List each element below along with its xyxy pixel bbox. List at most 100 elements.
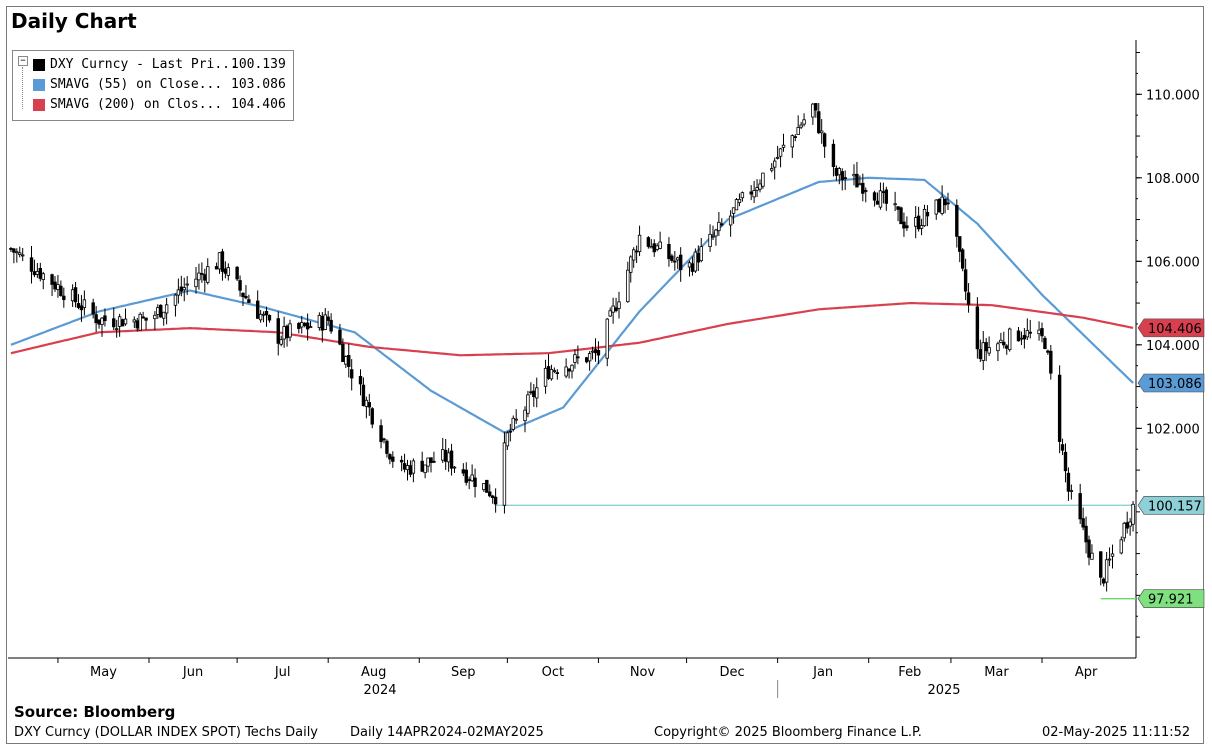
candle-body xyxy=(1037,329,1041,335)
candle-body xyxy=(473,477,477,487)
legend-label-sma200: SMAVG (200) on Clos... xyxy=(50,97,223,112)
candle-body xyxy=(94,314,98,324)
candle-body xyxy=(761,172,765,187)
candle-body xyxy=(144,317,148,321)
candle-body xyxy=(617,301,621,309)
y-tick-label: 106.000 xyxy=(1146,255,1200,270)
candle-body xyxy=(285,325,289,339)
legend-value-dxy: 100.139 xyxy=(231,57,286,72)
collapse-icon[interactable]: − xyxy=(18,56,28,66)
candle-body xyxy=(711,235,715,238)
candle-body xyxy=(916,215,921,230)
candle-body xyxy=(658,241,662,249)
candle-body xyxy=(385,440,389,454)
candle-body xyxy=(637,234,642,253)
candle-body xyxy=(56,284,60,290)
candle-body xyxy=(185,283,189,286)
candle-body xyxy=(535,387,539,399)
candle-body xyxy=(482,483,486,491)
candle-body xyxy=(12,248,16,253)
sma200-line xyxy=(10,302,1134,357)
candle-body xyxy=(740,192,745,199)
candle-body xyxy=(120,319,125,327)
value-tag-label: 103.086 xyxy=(1148,377,1202,392)
candle-body xyxy=(156,307,160,315)
candle-body xyxy=(799,124,803,128)
y-tick-label: 102.000 xyxy=(1146,422,1200,437)
candle-body xyxy=(70,289,75,302)
candle-body xyxy=(1078,493,1082,520)
candle-body xyxy=(329,319,333,332)
candle-body xyxy=(132,319,137,323)
x-month-label: Sep xyxy=(451,665,476,680)
x-month-label: Jun xyxy=(182,665,203,680)
candle-body xyxy=(370,408,374,425)
candle-body xyxy=(20,254,25,257)
candle-body xyxy=(349,369,354,379)
candle-body xyxy=(429,457,433,463)
candle-body xyxy=(693,251,698,272)
candle-body xyxy=(112,318,116,328)
candle-body xyxy=(884,189,889,204)
candle-body xyxy=(573,354,577,363)
candle-body xyxy=(955,205,959,237)
candle-body xyxy=(708,233,712,248)
candle-body xyxy=(446,452,451,463)
candle-body xyxy=(391,456,395,462)
candle-body xyxy=(73,287,78,303)
candle-body xyxy=(1049,350,1053,374)
candle-body xyxy=(443,449,448,462)
candle-body xyxy=(18,252,22,255)
x-month-label: May xyxy=(90,665,117,680)
candle-body xyxy=(490,495,495,498)
candle-body xyxy=(388,454,392,460)
candle-body xyxy=(223,268,228,274)
candle-body xyxy=(1066,472,1071,492)
candle-body xyxy=(731,207,736,214)
candle-body xyxy=(35,271,40,275)
candle-body xyxy=(267,315,272,321)
candle-body xyxy=(441,449,445,461)
candle-body xyxy=(247,299,251,303)
candle-body xyxy=(749,191,753,195)
candle-body xyxy=(981,342,985,361)
candle-body xyxy=(673,260,677,263)
candle-body xyxy=(899,207,903,225)
candle-body xyxy=(41,273,45,280)
candle-body xyxy=(817,111,821,134)
candle-body xyxy=(1101,578,1106,584)
candle-body xyxy=(646,237,651,247)
candle-body xyxy=(461,469,466,474)
legend-tree-line xyxy=(22,67,23,109)
candle-body xyxy=(796,127,800,135)
candle-body xyxy=(288,323,292,338)
candle-body xyxy=(493,496,498,505)
candle-body xyxy=(919,225,924,229)
candle-body xyxy=(279,339,283,345)
candle-body xyxy=(984,342,988,352)
footer-security: DXY Curncy (DOLLAR INDEX SPOT) Techs Dai… xyxy=(14,725,318,740)
candle-body xyxy=(770,168,774,171)
candle-body xyxy=(361,384,366,407)
candle-body xyxy=(670,255,674,261)
candle-body xyxy=(1084,525,1088,543)
candle-body xyxy=(576,356,580,359)
candle-body xyxy=(364,399,369,407)
candle-body xyxy=(32,271,37,276)
candle-body xyxy=(699,246,703,262)
legend-swatch-sma55 xyxy=(33,79,45,91)
candle-body xyxy=(159,304,163,318)
candle-body xyxy=(717,221,721,232)
candle-body xyxy=(855,173,859,188)
candle-body xyxy=(505,432,510,447)
footer-timestamp: 02-May-2025 11:11:52 xyxy=(1042,725,1191,740)
candle-body xyxy=(975,306,980,350)
candle-body xyxy=(893,203,897,206)
candle-body xyxy=(420,460,424,472)
candle-body xyxy=(258,313,263,321)
value-tag-label: 97.921 xyxy=(1148,593,1194,608)
candle-body xyxy=(59,285,63,296)
candle-body xyxy=(1007,328,1012,351)
x-month-label: Jan xyxy=(812,665,833,680)
